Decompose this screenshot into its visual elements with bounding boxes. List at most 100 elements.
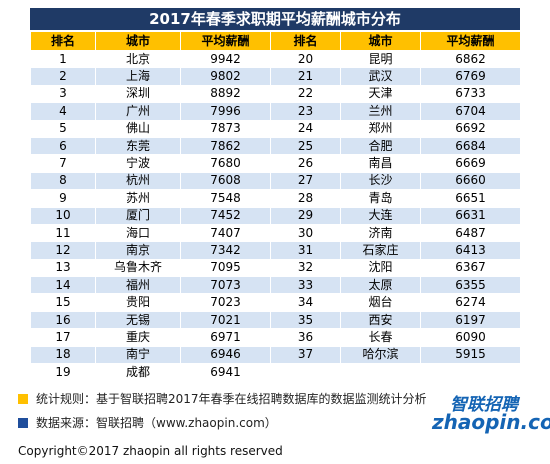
salary-cell: 7407 — [180, 223, 271, 243]
rank-cell: 5 — [30, 119, 96, 138]
city-cell: 杭州 — [95, 171, 181, 191]
copyright: Copyright©2017 zhaopin all rights reserv… — [18, 444, 283, 458]
logo-site: zhaopin.com — [432, 410, 550, 434]
city-cell: 合肥 — [340, 136, 421, 156]
city-cell: 济南 — [340, 223, 421, 243]
salary-cell: 7021 — [180, 310, 271, 330]
city-cell: 兰州 — [340, 102, 421, 121]
header-cell: 排名 — [30, 31, 96, 51]
rank-cell: 12 — [30, 241, 96, 260]
salary-cell: 7680 — [180, 154, 271, 173]
rank-cell: 25 — [270, 136, 341, 156]
rank-cell: 18 — [30, 345, 96, 365]
empty-cell — [270, 363, 341, 382]
city-cell: 东莞 — [95, 136, 181, 156]
header-cell: 排名 — [270, 31, 341, 51]
table-row: 1 北京 9942 20 昆明 6862 — [30, 49, 521, 69]
salary-cell: 6355 — [420, 276, 521, 295]
salary-cell: 7452 — [180, 206, 271, 225]
salary-cell: 5915 — [420, 345, 521, 365]
city-cell: 天津 — [340, 84, 421, 104]
salary-cell: 6197 — [420, 310, 521, 330]
logo-name: 智联招聘 — [450, 395, 518, 415]
salary-cell: 6704 — [420, 102, 521, 121]
city-cell: 宁波 — [95, 154, 181, 173]
salary-cell: 6651 — [420, 189, 521, 208]
table-row: 7 宁波 7680 26 南昌 6669 — [30, 154, 521, 173]
note-text: 数据来源：智联招聘（www.zhaopin.com） — [36, 416, 277, 430]
salary-cell: 6941 — [180, 363, 271, 382]
table-title: 2017年春季求职期平均薪酬城市分布 — [30, 8, 520, 30]
city-cell: 苏州 — [95, 189, 181, 208]
table-row: 8 杭州 7608 27 长沙 6660 — [30, 171, 521, 191]
salary-cell: 7342 — [180, 241, 271, 260]
salary-cell: 6660 — [420, 171, 521, 191]
city-cell: 海口 — [95, 223, 181, 243]
salary-cell: 9802 — [180, 67, 271, 86]
rank-cell: 6 — [30, 136, 96, 156]
city-cell: 广州 — [95, 102, 181, 121]
city-cell: 福州 — [95, 276, 181, 295]
rank-cell: 37 — [270, 345, 341, 365]
city-cell: 长春 — [340, 328, 421, 347]
city-cell: 长沙 — [340, 171, 421, 191]
salary-table: 排名 城市 平均薪酬 排名 城市 平均薪酬 1 北京 9942 20 昆明 6862 2 上海 9802 2… — [30, 31, 521, 382]
city-cell: 上海 — [95, 67, 181, 86]
city-cell: 北京 — [95, 49, 181, 69]
salary-cell: 8892 — [180, 84, 271, 104]
table-row: 18 南宁 6946 37 哈尔滨 5915 — [30, 345, 521, 365]
salary-cell: 7073 — [180, 276, 271, 295]
rank-cell: 20 — [270, 49, 341, 69]
salary-cell: 6769 — [420, 67, 521, 86]
rank-cell: 9 — [30, 189, 96, 208]
city-cell: 佛山 — [95, 119, 181, 138]
salary-cell: 7095 — [180, 258, 271, 278]
rank-cell: 3 — [30, 84, 96, 104]
table-row: 2 上海 9802 21 武汉 6769 — [30, 67, 521, 86]
rank-cell: 4 — [30, 102, 96, 121]
bullet — [18, 417, 28, 428]
rank-cell: 34 — [270, 293, 341, 312]
city-cell: 成都 — [95, 363, 181, 382]
salary-cell: 7608 — [180, 171, 271, 191]
city-cell: 石家庄 — [340, 241, 421, 260]
city-cell: 贵阳 — [95, 293, 181, 312]
bullet — [18, 393, 28, 404]
table-row: 14 福州 7073 33 太原 6355 — [30, 276, 521, 295]
rank-cell: 29 — [270, 206, 341, 225]
table-row: 11 海口 7407 30 济南 6487 — [30, 223, 521, 243]
salary-cell: 6684 — [420, 136, 521, 156]
table-row: 10 厦门 7452 29 大连 6631 — [30, 206, 521, 225]
salary-cell: 6631 — [420, 206, 521, 225]
city-cell: 重庆 — [95, 328, 181, 347]
table-row: 4 广州 7996 23 兰州 6704 — [30, 102, 521, 121]
salary-cell: 9942 — [180, 49, 271, 69]
header-cell: 城市 — [95, 31, 181, 51]
city-cell: 西安 — [340, 310, 421, 330]
table-row: 17 重庆 6971 36 长春 6090 — [30, 328, 521, 347]
rank-cell: 19 — [30, 363, 96, 382]
salary-cell: 6090 — [420, 328, 521, 347]
salary-cell: 6733 — [420, 84, 521, 104]
note-rule: 统计规则：基于智联招聘2017年春季在线招聘数据库的数据监测统计分析 — [18, 390, 427, 407]
salary-cell: 6487 — [420, 223, 521, 243]
table-row: 13 乌鲁木齐 7095 32 沈阳 6367 — [30, 258, 521, 278]
city-cell: 郑州 — [340, 119, 421, 138]
table-row: 12 南京 7342 31 石家庄 6413 — [30, 241, 521, 260]
rank-cell: 2 — [30, 67, 96, 86]
city-cell: 厦门 — [95, 206, 181, 225]
empty-cell — [420, 363, 521, 382]
rank-cell: 11 — [30, 223, 96, 243]
rank-cell: 23 — [270, 102, 341, 121]
city-cell: 武汉 — [340, 67, 421, 86]
salary-cell: 6413 — [420, 241, 521, 260]
city-cell: 烟台 — [340, 293, 421, 312]
rank-cell: 32 — [270, 258, 341, 278]
city-cell: 青岛 — [340, 189, 421, 208]
rank-cell: 33 — [270, 276, 341, 295]
rank-cell: 35 — [270, 310, 341, 330]
empty-cell — [340, 363, 421, 382]
rank-cell: 7 — [30, 154, 96, 173]
city-cell: 哈尔滨 — [340, 345, 421, 365]
